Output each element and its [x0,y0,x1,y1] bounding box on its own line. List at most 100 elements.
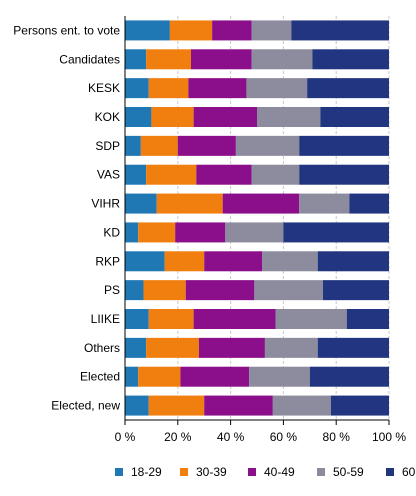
category-label: Persons ent. to vote [13,23,120,37]
bar-segment [299,164,389,185]
bar-segment [188,78,247,99]
x-tick-label: 0 % [115,430,136,444]
bar-segment [299,135,389,156]
x-tick-label: 80 % [323,430,351,444]
bar-segment [317,251,389,272]
category-label: KD [103,225,120,239]
bar-segment [185,280,255,301]
bar-segment [175,222,226,243]
category-label: Elected [80,370,120,384]
x-tick-label: 20 % [164,430,192,444]
bar-segment [320,107,389,127]
category-label: VAS [97,168,120,182]
category-label: RKP [95,254,120,268]
bar-segment [349,193,389,214]
category-label: KOK [95,110,120,124]
bar-segment [346,309,389,329]
bar-segment [204,251,263,272]
category-label: Elected, new [51,399,120,413]
legend-swatch [248,468,256,476]
bar-segment [125,107,152,127]
bar-segment [151,107,194,127]
bar-segment [246,78,308,99]
bar-segment [309,366,389,387]
bar-segment [262,251,318,272]
bar-segment [222,193,300,214]
bar-segment [251,49,313,70]
category-label: SDP [95,139,120,153]
bar-segment [138,222,176,243]
bars [125,20,389,416]
legend-label: 60+ [402,465,416,479]
bar-segment [317,337,389,358]
bar-segment [312,49,389,70]
axes: Persons ent. to vote Candidates KESK KOK SDP… [13,16,406,444]
gridlines [177,16,390,420]
bar-segment [307,78,389,99]
bar-segment [146,49,191,70]
legend-swatch [386,468,394,476]
bar-segment [272,395,331,416]
legend-label: 30-39 [196,465,227,479]
bar-segment [148,78,189,99]
bar-segment [204,395,273,416]
bar-segment [249,366,310,387]
bar-segment [235,135,300,156]
x-tick-label: 60 % [270,430,298,444]
bar-segment [148,395,205,416]
bar-segment [125,78,149,99]
bar-segment [275,309,347,329]
bar-segment [146,337,199,358]
bar-segment [323,280,389,301]
bar-segment [125,49,147,70]
bar-segment [257,107,321,127]
legend-swatch [317,468,325,476]
category-label: Others [84,341,120,355]
bar-segment [125,309,149,329]
bar-segment [191,49,252,70]
x-tick-label: 40 % [217,430,245,444]
bar-segment [140,135,178,156]
legend-swatch [115,468,123,476]
legend-label: 18-29 [131,465,162,479]
bar-segment [143,280,186,301]
bar-segment [125,251,165,272]
category-label: Candidates [59,52,120,66]
bar-segment [125,222,139,243]
bar-segment [125,164,147,185]
category-label: KESK [88,81,120,95]
bar-segment [193,309,276,329]
bar-segment [330,395,389,416]
category-label: PS [104,283,120,297]
bar-segment [180,366,250,387]
bar-segment [196,164,252,185]
bar-segment [198,337,265,358]
bar-segment [164,251,205,272]
bar-segment [225,222,284,243]
bar-segment [138,366,181,387]
bar-segment [125,395,149,416]
bar-segment [283,222,389,243]
bar-segment [125,337,147,358]
bar-segment [251,164,300,185]
bar-segment [251,20,292,41]
bar-segment [291,20,389,41]
bar-segment [146,164,197,185]
category-label: LIIKE [91,312,120,326]
bar-segment [169,20,213,41]
bar-segment [125,366,139,387]
bar-segment [125,280,144,301]
legend-label: 40-49 [264,465,295,479]
bar-segment [156,193,223,214]
bar-segment [254,280,323,301]
x-tick-label: 100 % [372,430,406,444]
bar-segment [125,193,157,214]
category-label: VIHR [91,197,120,211]
bar-segment [148,309,194,329]
bar-segment [177,135,236,156]
bar-segment [264,337,318,358]
bar-segment [299,193,350,214]
bar-segment [193,107,257,127]
